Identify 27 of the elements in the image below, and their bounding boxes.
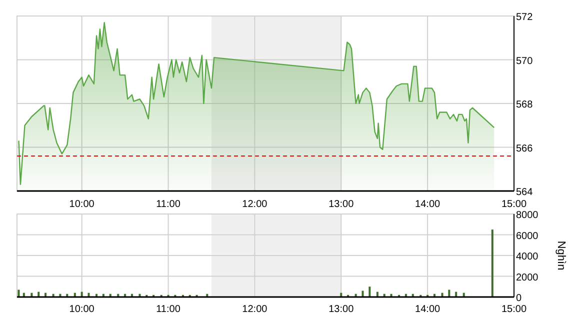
- bar: [18, 290, 20, 297]
- bar: [491, 230, 494, 297]
- x-tick-label: 11:00: [156, 199, 181, 210]
- x-tick-label: 10:00: [69, 199, 95, 210]
- x-tick-label: 13:00: [328, 304, 354, 315]
- y-axis-title: Nghìn: [555, 240, 567, 270]
- y-tick-label: 6000: [516, 230, 539, 242]
- y-tick-label: 570: [516, 56, 534, 67]
- x-tick-label: 12:00: [242, 304, 268, 315]
- y-tick-label: 572: [516, 12, 534, 23]
- bar: [448, 290, 450, 297]
- x-tick-label: 11:00: [156, 304, 181, 315]
- x-tick-label: 15:00: [501, 199, 527, 210]
- x-tick-label: 13:00: [328, 199, 354, 210]
- x-tick-label: 10:00: [69, 304, 95, 315]
- x-tick-label: 14:00: [415, 304, 441, 315]
- y-tick-label: 8000: [516, 210, 539, 221]
- x-tick-label: 15:00: [501, 304, 527, 315]
- y-tick-label: 0: [516, 293, 522, 304]
- x-tick-label: 14:00: [415, 199, 441, 210]
- y-tick-label: 4000: [516, 252, 539, 262]
- y-tick-label: 564: [516, 187, 534, 198]
- bar: [368, 286, 371, 297]
- y-tick-label: 566: [516, 143, 534, 154]
- y-tick-label: 568: [516, 100, 534, 110]
- x-tick-label: 12:00: [242, 199, 268, 210]
- y-tick-label: 2000: [516, 272, 539, 284]
